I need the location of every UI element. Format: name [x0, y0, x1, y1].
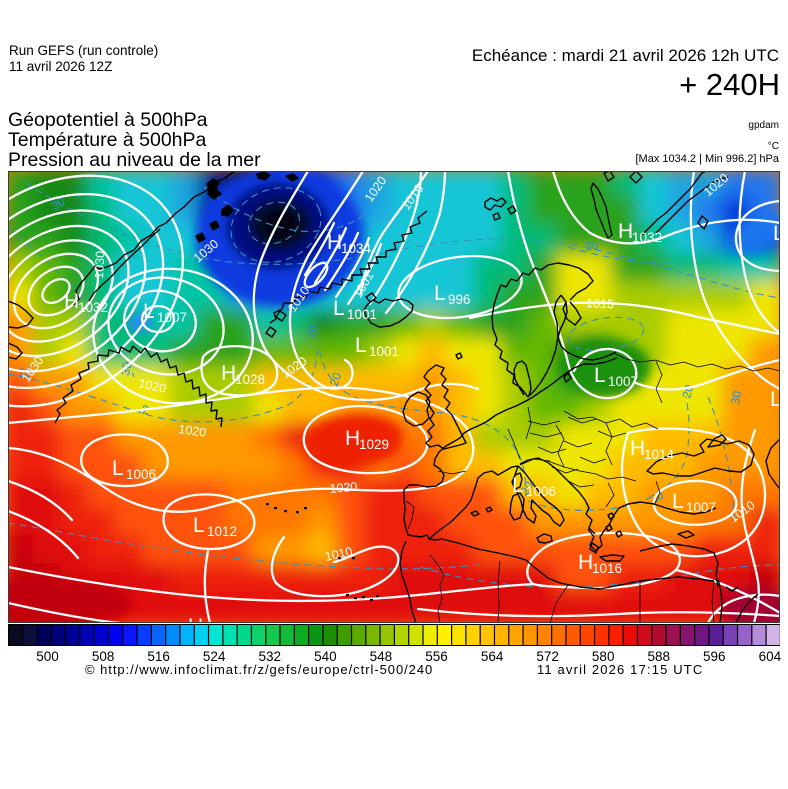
svg-text:20: 20 [18, 366, 32, 380]
svg-text:30: 30 [728, 390, 744, 406]
svg-text:1007: 1007 [686, 500, 716, 515]
svg-text:H: H [327, 231, 342, 254]
svg-text:L: L [512, 474, 524, 497]
svg-text:20: 20 [517, 479, 536, 498]
svg-text:H: H [630, 437, 645, 460]
svg-text:1006: 1006 [526, 484, 556, 499]
svg-text:1010: 1010 [324, 544, 354, 563]
svg-text:L: L [672, 490, 684, 513]
svg-text:H: H [221, 362, 236, 385]
svg-text:L: L [143, 300, 155, 323]
svg-text:1007: 1007 [608, 374, 638, 389]
svg-text:L: L [333, 297, 345, 320]
svg-text:1007: 1007 [157, 310, 187, 325]
svg-text:1001: 1001 [347, 307, 377, 322]
svg-text:1014: 1014 [644, 447, 675, 462]
svg-text:H: H [345, 427, 360, 450]
svg-text:1020: 1020 [178, 422, 208, 440]
svg-text:L: L [770, 388, 780, 411]
svg-text:L: L [594, 364, 606, 387]
svg-text:1006: 1006 [126, 467, 156, 482]
svg-text:1015: 1015 [586, 296, 615, 311]
svg-text:1029: 1029 [359, 437, 389, 452]
svg-text:1028: 1028 [235, 372, 265, 387]
svg-text:L: L [434, 282, 446, 305]
svg-text:20: 20 [648, 488, 667, 507]
svg-text:30: 30 [584, 238, 600, 254]
svg-text:1032: 1032 [78, 300, 108, 315]
svg-text:H: H [578, 551, 593, 574]
svg-text:1032: 1032 [632, 230, 662, 245]
svg-text:H: H [618, 220, 633, 243]
svg-text:996: 996 [448, 292, 471, 307]
svg-text:1001: 1001 [369, 344, 399, 359]
svg-text:1020: 1020 [329, 480, 358, 496]
svg-text:1012: 1012 [207, 524, 237, 539]
svg-text:20: 20 [327, 370, 345, 388]
svg-text:L: L [112, 457, 124, 480]
svg-text:L: L [193, 514, 205, 537]
svg-text:H: H [64, 290, 79, 313]
svg-text:1016: 1016 [592, 561, 622, 576]
svg-text:L: L [355, 334, 367, 357]
svg-text:20: 20 [304, 324, 320, 340]
svg-text:1030: 1030 [92, 251, 107, 280]
svg-text:H: H [188, 615, 203, 623]
svg-text:1034: 1034 [341, 241, 372, 256]
svg-text:L: L [773, 222, 780, 245]
svg-text:1020: 1020 [137, 376, 167, 395]
